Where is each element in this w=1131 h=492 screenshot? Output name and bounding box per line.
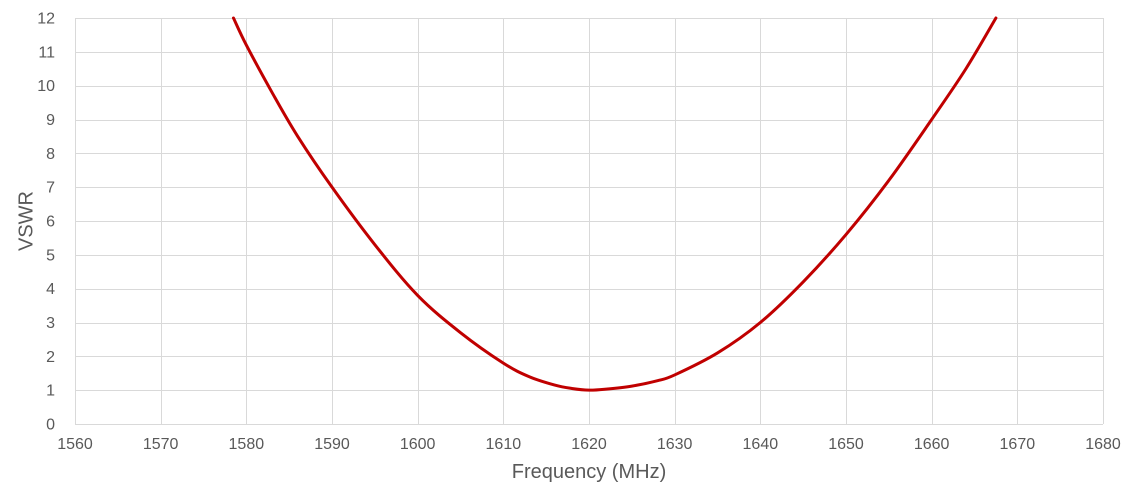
y-tick-label: 6 [46,214,55,231]
y-tick-label: 4 [46,281,55,298]
x-tick-label: 1560 [57,436,93,453]
y-tick-label: 8 [46,146,55,163]
y-tick-label: 2 [46,349,55,366]
x-tick-label: 1680 [1085,436,1121,453]
x-tick-label: 1650 [828,436,864,453]
x-tick-label: 1670 [1000,436,1036,453]
series-group [231,16,998,392]
y-tick-label: 9 [46,112,55,129]
y-tick-label: 3 [46,315,55,332]
x-axis-title: Frequency (MHz) [512,461,666,483]
vswr-series-line [231,16,998,392]
y-tick-label: 0 [46,417,55,434]
x-tick-label: 1590 [314,436,350,453]
x-tick-label: 1580 [229,436,265,453]
y-tick-label: 10 [37,78,55,95]
y-axis-title: VSWR [15,191,37,251]
y-tick-label: 5 [46,247,55,264]
x-tick-label: 1610 [486,436,522,453]
y-tick-label: 11 [38,44,55,61]
y-tick-label: 1 [46,383,55,400]
x-tick-label: 1570 [143,436,179,453]
x-tick-label: 1620 [571,436,607,453]
y-tick-label: 12 [37,11,55,28]
x-axis-tick-labels: 1560 1570 1580 1590 1600 1610 1620 1630 1640 1650… [57,436,1121,453]
x-tick-label: 1630 [657,436,693,453]
x-tick-label: 1660 [914,436,950,453]
y-tick-label: 7 [46,180,55,197]
x-tick-label: 1640 [743,436,779,453]
x-tick-label: 1600 [400,436,436,453]
